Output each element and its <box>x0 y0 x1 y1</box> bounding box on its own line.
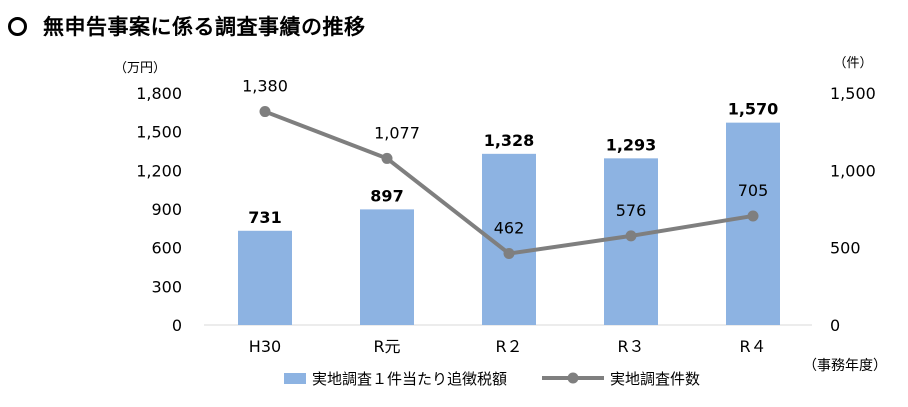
circle-bullet-icon <box>8 16 27 36</box>
y-left-tick-label: 300 <box>151 277 182 296</box>
line-value-label: 705 <box>738 181 769 200</box>
x-tick-label: R２ <box>495 337 522 356</box>
y-right-tick-label: 1,000 <box>830 161 876 180</box>
bar <box>726 122 780 326</box>
bar <box>238 230 292 325</box>
line-value-label: 1,077 <box>374 123 420 142</box>
bar <box>360 209 414 325</box>
line-value-label: 576 <box>616 201 647 220</box>
page-title-row: 無申告事案に係る調査事績の推移 <box>8 6 366 46</box>
x-tick-label: H30 <box>249 337 281 356</box>
line-point <box>503 248 515 260</box>
line-point <box>381 152 393 164</box>
x-axis-label: （事務年度） <box>803 358 887 374</box>
y-left-tick-label: 600 <box>151 239 182 258</box>
bar-value-label: 731 <box>248 208 281 227</box>
y-left-tick-label: 900 <box>151 200 182 219</box>
y-right-unit-label: （件） <box>833 56 872 71</box>
y-right-tick-label: 1,500 <box>830 84 876 103</box>
bar-value-label: 1,293 <box>606 135 657 154</box>
page-title: 無申告事案に係る調査事績の推移 <box>43 15 366 39</box>
y-left-tick-label: 0 <box>172 316 182 335</box>
legend-label-line: 実地調査件数 <box>610 370 700 388</box>
line-point <box>259 106 271 118</box>
bar <box>604 158 658 325</box>
line-point <box>625 230 637 242</box>
x-tick-label: R３ <box>617 337 644 356</box>
y-left-tick-label: 1,200 <box>136 161 182 180</box>
line-value-label: 462 <box>494 219 525 238</box>
y-left-tick-label: 1,500 <box>136 123 182 142</box>
y-right-tick-label: 0 <box>830 316 840 335</box>
legend-label-bar: 実地調査１件当たり追徴税額 <box>312 370 507 388</box>
bar-value-label: 897 <box>370 186 403 205</box>
x-tick-label: R元 <box>373 337 400 356</box>
legend-marker-line <box>567 372 579 384</box>
line-point <box>747 210 759 222</box>
legend-swatch-bar <box>284 373 306 384</box>
y-right-tick-label: 500 <box>830 239 861 258</box>
bar-value-label: 1,328 <box>484 131 535 150</box>
y-left-unit-label: （万円） <box>114 61 166 76</box>
x-tick-label: R４ <box>739 337 766 356</box>
line-value-label: 1,380 <box>242 77 288 96</box>
bar-value-label: 1,570 <box>728 100 779 119</box>
y-left-tick-label: 1,800 <box>136 84 182 103</box>
